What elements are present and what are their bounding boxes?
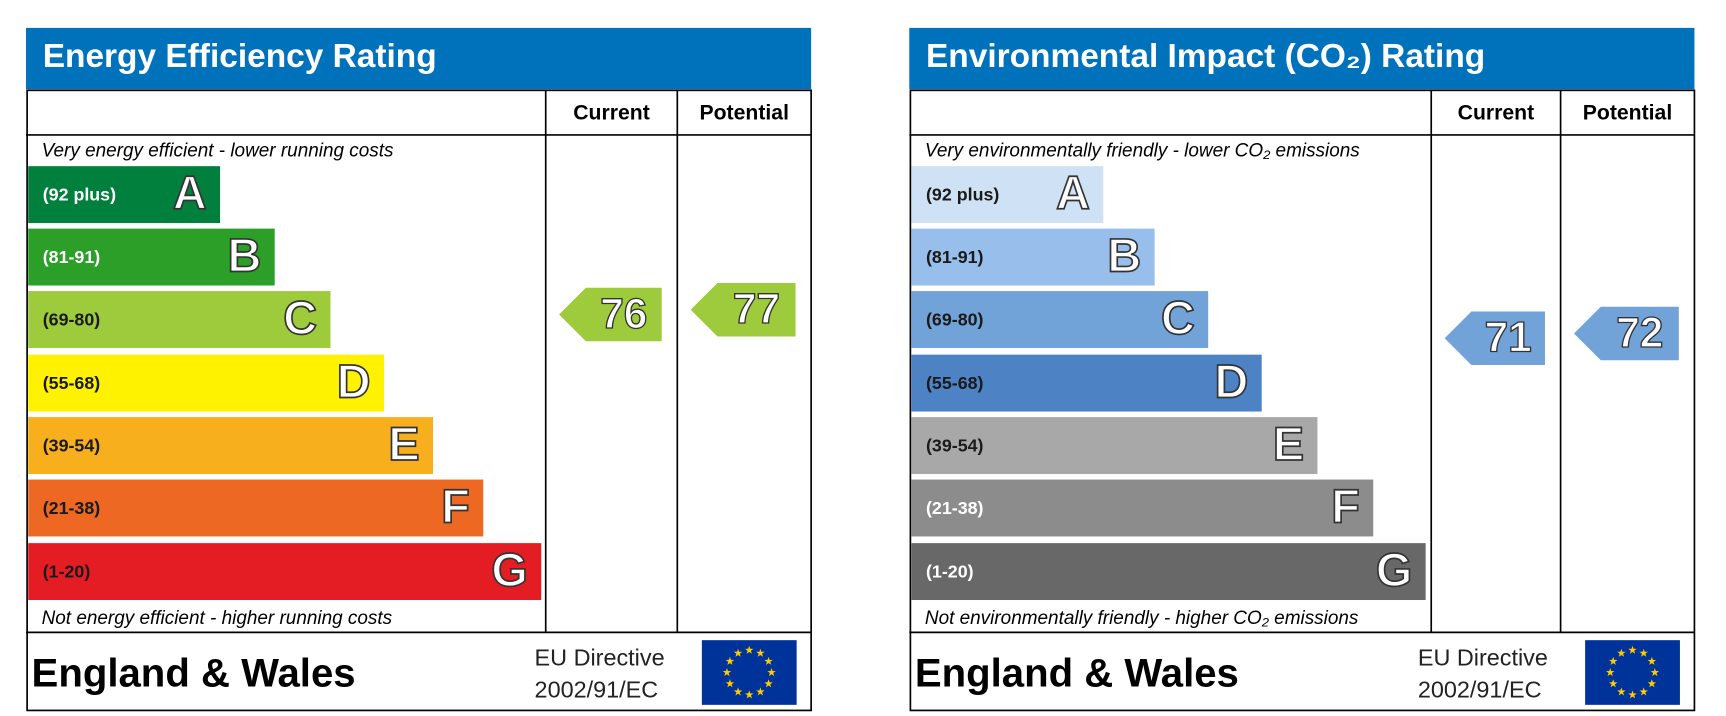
rating-band xyxy=(28,291,331,348)
top-note: Very environmentally friendly - lower CO… xyxy=(925,141,1360,162)
band-range: (81-91) xyxy=(43,247,101,267)
band-letter: A xyxy=(173,167,207,219)
band-letter: D xyxy=(1214,356,1248,408)
rating-band xyxy=(911,166,1104,224)
band-letter: F xyxy=(1331,481,1360,533)
rating-band xyxy=(28,228,275,286)
title-bar xyxy=(25,27,812,90)
bottom-note: Not environmentally friendly - higher CO… xyxy=(925,608,1359,629)
band-range: (55-68) xyxy=(43,373,101,393)
eu-star xyxy=(1617,687,1626,696)
epc-panel: Environmental Impact (CO₂) Rating Current… xyxy=(909,27,1696,712)
band-letter: A xyxy=(1056,167,1090,219)
band-letter: G xyxy=(491,544,527,596)
rating-arrow xyxy=(559,287,662,342)
band-letter: B xyxy=(1107,230,1141,282)
region-label: England & Wales xyxy=(32,650,356,695)
band-range: (1-20) xyxy=(926,561,974,581)
eu-star xyxy=(745,690,754,699)
eu-star xyxy=(1605,668,1615,677)
band-letter: C xyxy=(283,292,317,344)
band-range: (92 plus) xyxy=(926,184,999,204)
eu-star xyxy=(756,687,765,696)
rating-band xyxy=(911,543,1426,601)
band-range: (92 plus) xyxy=(43,184,116,204)
region-label: England & Wales xyxy=(915,650,1239,695)
directive-label: 2002/91/EC xyxy=(535,677,659,703)
band-range: (39-54) xyxy=(926,435,984,455)
column-header: Current xyxy=(573,101,650,124)
eu-star xyxy=(767,668,776,677)
eu-star xyxy=(1617,648,1626,657)
band-range: (1-20) xyxy=(43,561,91,581)
rating-arrow xyxy=(1573,306,1679,361)
eu-star xyxy=(745,645,754,654)
band-letter: B xyxy=(227,230,261,282)
bottom-note: Not energy efficient - higher running co… xyxy=(42,608,393,629)
panel-frame xyxy=(26,89,812,712)
rating-band xyxy=(911,354,1262,412)
rating-band xyxy=(911,228,1155,286)
rating-band xyxy=(28,543,542,601)
column-header: Current xyxy=(1458,101,1535,124)
eu-star xyxy=(1628,690,1637,699)
eu-star xyxy=(733,687,743,696)
rating-value: 76 xyxy=(600,290,647,337)
eu-star xyxy=(1647,679,1657,688)
band-letter: F xyxy=(441,481,470,533)
eu-star xyxy=(1609,656,1618,665)
rating-band xyxy=(28,417,434,474)
rating-arrow xyxy=(690,282,796,337)
eu-star xyxy=(733,648,743,657)
panel-frame xyxy=(909,89,1696,712)
band-range: (39-54) xyxy=(43,435,101,455)
eu-star xyxy=(756,648,765,657)
rating-value: 77 xyxy=(733,285,780,332)
rating-band xyxy=(28,166,221,224)
rating-value: 71 xyxy=(1485,314,1532,361)
band-letter: D xyxy=(337,356,371,408)
eu-star xyxy=(1639,648,1648,657)
panel-title: Environmental Impact (CO₂) Rating xyxy=(926,38,1485,75)
rating-value: 72 xyxy=(1616,309,1663,356)
eu-star xyxy=(722,668,732,677)
eu-star xyxy=(1628,645,1637,654)
eu-star xyxy=(725,656,735,665)
eu-star xyxy=(764,656,773,665)
band-range: (69-80) xyxy=(926,309,984,329)
title-bar xyxy=(909,27,1695,90)
band-range: (21-38) xyxy=(926,498,984,518)
eu-star xyxy=(1647,656,1657,665)
eu-star xyxy=(1639,687,1648,696)
directive-label: EU Directive xyxy=(1418,644,1548,670)
band-range: (21-38) xyxy=(43,498,101,518)
eu-star xyxy=(764,679,773,688)
epc-panel: Energy Efficiency Rating Current Potential… xyxy=(25,27,812,712)
band-letter: E xyxy=(1273,418,1304,470)
rating-band xyxy=(911,291,1209,348)
band-letter: C xyxy=(1161,292,1195,344)
rating-arrow xyxy=(1444,311,1545,365)
band-letter: E xyxy=(388,418,419,470)
directive-label: EU Directive xyxy=(535,644,665,670)
eu-star xyxy=(1609,679,1618,688)
column-header: Potential xyxy=(699,101,788,124)
rating-band xyxy=(911,479,1374,537)
rating-band xyxy=(28,354,384,412)
rating-band xyxy=(911,417,1318,474)
band-range: (81-91) xyxy=(926,247,984,267)
panel-title: Energy Efficiency Rating xyxy=(43,38,437,75)
directive-label: 2002/91/EC xyxy=(1418,677,1542,703)
band-letter: G xyxy=(1376,544,1412,596)
eu-star xyxy=(1650,668,1660,677)
band-range: (55-68) xyxy=(926,373,984,393)
rating-band xyxy=(28,479,484,537)
top-note: Very energy efficient - lower running co… xyxy=(42,141,394,162)
eu-star xyxy=(725,679,735,688)
column-header: Potential xyxy=(1583,101,1672,124)
band-range: (69-80) xyxy=(43,309,101,329)
